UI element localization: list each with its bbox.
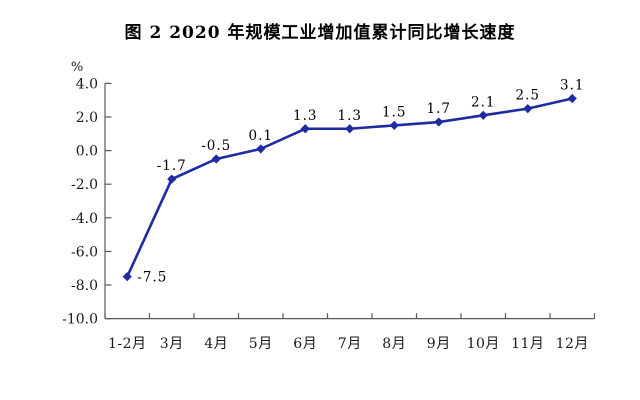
data-point-marker bbox=[389, 120, 399, 130]
y-tick-label: 4.0 bbox=[76, 76, 98, 92]
x-tick-label: 7月 bbox=[338, 336, 362, 352]
data-point-label: -7.5 bbox=[137, 270, 167, 286]
data-point-label: -0.5 bbox=[201, 138, 231, 154]
data-point-label: 3.1 bbox=[560, 78, 584, 94]
data-point-marker bbox=[434, 117, 444, 127]
x-tick-label: 1-2月 bbox=[108, 336, 147, 352]
y-tick-label: 2.0 bbox=[76, 110, 98, 126]
data-point-marker bbox=[122, 272, 132, 282]
data-point-label: 2.5 bbox=[516, 88, 540, 104]
data-point-label: -1.7 bbox=[157, 158, 187, 174]
y-tick-label: -4.0 bbox=[71, 211, 98, 227]
y-tick-label: -6.0 bbox=[71, 244, 98, 260]
x-tick-label: 6月 bbox=[293, 336, 317, 352]
x-tick-label: 10月 bbox=[467, 336, 500, 352]
y-tick-label: -2.0 bbox=[71, 177, 98, 193]
x-tick-label: 9月 bbox=[427, 336, 451, 352]
chart-title: 图 2 2020 年规模工业增加值累计同比增长速度 bbox=[124, 23, 516, 43]
x-tick-label: 11月 bbox=[511, 336, 544, 352]
data-point-marker bbox=[256, 144, 266, 154]
data-point-marker bbox=[167, 174, 177, 184]
x-tick-label: 4月 bbox=[204, 336, 228, 352]
data-point-marker bbox=[345, 124, 355, 134]
data-point-marker bbox=[211, 154, 221, 164]
data-point-label: 0.1 bbox=[249, 128, 273, 144]
x-tick-label: 12月 bbox=[556, 336, 589, 352]
x-tick-label: 5月 bbox=[249, 336, 273, 352]
data-point-label: 1.3 bbox=[338, 108, 362, 124]
data-point-label: 1.7 bbox=[427, 101, 451, 117]
data-point-marker bbox=[300, 124, 310, 134]
y-tick-label: -10.0 bbox=[62, 312, 98, 328]
y-axis-unit-label: % bbox=[71, 60, 83, 75]
y-tick-label: -8.0 bbox=[71, 278, 98, 294]
data-point-label: 1.5 bbox=[382, 104, 406, 120]
data-point-marker bbox=[523, 104, 533, 114]
data-point-marker bbox=[567, 93, 577, 104]
data-point-marker bbox=[478, 110, 488, 120]
data-point-label: 2.1 bbox=[471, 94, 495, 110]
x-tick-label: 8月 bbox=[382, 336, 406, 352]
x-tick-label: 3月 bbox=[160, 336, 184, 352]
y-tick-label: 0.0 bbox=[76, 144, 98, 160]
data-point-label: 1.3 bbox=[293, 108, 317, 124]
